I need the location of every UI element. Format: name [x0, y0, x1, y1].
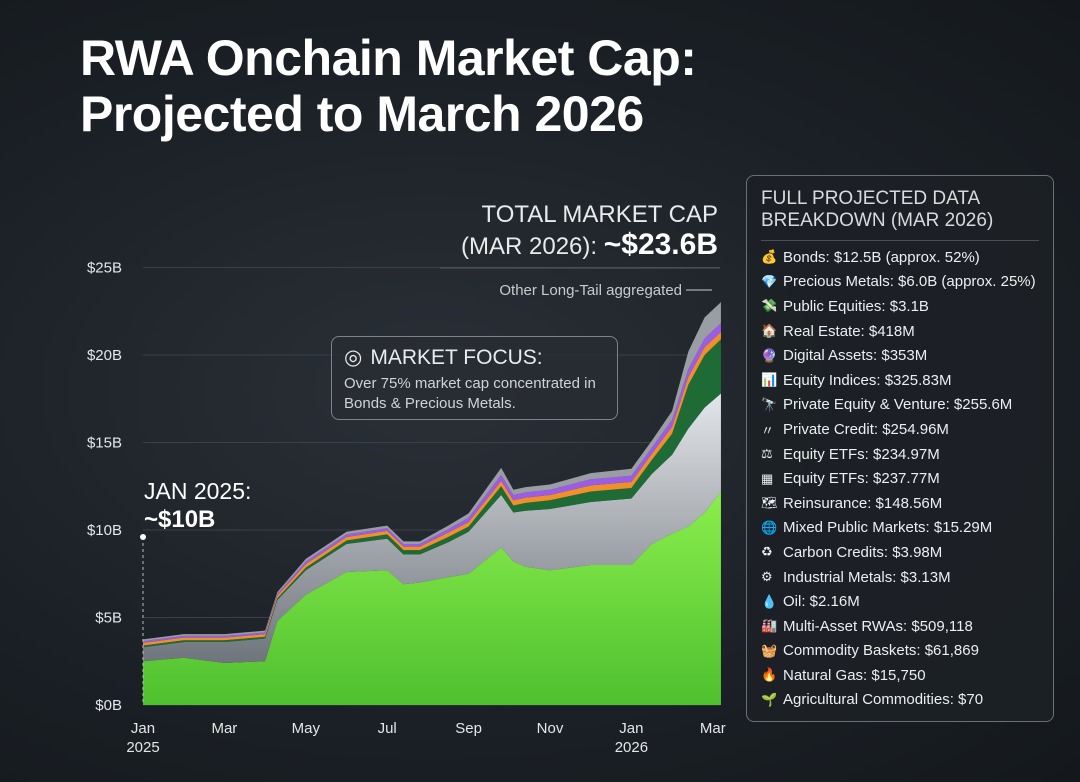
y-tick-label: $15B: [87, 435, 122, 452]
legend-item-text: Carbon Credits: $3.98M: [783, 543, 943, 561]
legend-item: 📊 Equity Indices: $325.83M: [761, 368, 1039, 393]
category-icon: 💰: [761, 249, 778, 265]
legend-item-text: Bonds: $12.5B (approx. 52%): [783, 248, 980, 266]
jan-2025-annotation: JAN 2025: ~$10B: [144, 478, 252, 533]
legend-item-text: Public Equities: $3.1B: [783, 297, 929, 315]
legend-item-text: Industrial Metals: $3.13M: [783, 568, 951, 586]
other-long-tail-annotation: Other Long-Tail aggregated: [499, 282, 682, 299]
legend-item-text: Private Equity & Venture: $255.6M: [783, 396, 1013, 414]
legend-item-text: Real Estate: $418M: [783, 322, 915, 340]
category-icon: 🗺: [761, 495, 778, 511]
legend-item: 💸 Public Equities: $3.1B: [761, 294, 1039, 319]
data-breakdown-panel: FULL PROJECTED DATA BREAKDOWN (MAR 2026)…: [746, 175, 1054, 722]
legend-item-text: Commodity Baskets: $61,869: [783, 642, 979, 660]
legend-item: 🔥 Natural Gas: $15,750: [761, 663, 1039, 688]
legend-item: ▦ Equity ETFs: $237.77M: [761, 466, 1039, 491]
category-icon: 📊: [761, 372, 778, 388]
legend-item-text: Equity ETFs: $237.77M: [783, 470, 940, 488]
legend-item: 🔮 Digital Assets: $353M: [761, 343, 1039, 368]
category-icon: 🌱: [761, 691, 778, 707]
category-icon: ♻: [761, 544, 773, 560]
category-icon: ⚖: [761, 446, 773, 462]
page-title: RWA Onchain Market Cap: Projected to Mar…: [80, 30, 697, 142]
legend-item-text: Private Credit: $254.96M: [783, 420, 949, 438]
x-tick-label: Nov: [537, 720, 564, 737]
category-icon: ⚙: [761, 569, 773, 585]
legend-item: 🧺 Commodity Baskets: $61,869: [761, 639, 1039, 664]
legend-item: 🏠 Real Estate: $418M: [761, 319, 1039, 344]
legend-item-text: Equity Indices: $325.83M: [783, 371, 952, 389]
legend-item: 〃 Private Credit: $254.96M: [761, 417, 1039, 442]
x-tick-label: Sep: [455, 720, 482, 737]
y-tick-label: $10B: [87, 522, 122, 539]
total-market-cap-callout: TOTAL MARKET CAP (MAR 2026): ~$23.6B: [461, 201, 718, 261]
category-icon: 🌐: [761, 519, 778, 535]
category-icon: 🔥: [761, 667, 778, 683]
x-tick-year: 2025: [126, 739, 159, 756]
y-tick-label: $20B: [87, 347, 122, 364]
area-precious-metals: [143, 393, 721, 663]
category-icon: 🏠: [761, 323, 778, 339]
x-tick-label: Mar: [700, 720, 726, 737]
legend-item-text: Reinsurance: $148.56M: [783, 494, 943, 512]
area-public-equities: [143, 339, 721, 648]
legend-item-text: Equity ETFs: $234.97M: [783, 445, 940, 463]
legend-item: ⚙ Industrial Metals: $3.13M: [761, 565, 1039, 590]
legend-item: 🗺 Reinsurance: $148.56M: [761, 491, 1039, 516]
legend-item: 💎 Precious Metals: $6.0B (approx. 25%): [761, 270, 1039, 295]
legend-item-text: Digital Assets: $353M: [783, 347, 928, 365]
y-tick-label: $5B: [95, 610, 122, 627]
category-icon: 🏭: [761, 618, 778, 634]
legend-item: 💧 Oil: $2.16M: [761, 589, 1039, 614]
breakdown-title: FULL PROJECTED DATA BREAKDOWN (MAR 2026): [761, 188, 1039, 241]
legend-item: 🏭 Multi-Asset RWAs: $509,118: [761, 614, 1039, 639]
y-tick-label: $25B: [87, 260, 122, 277]
category-icon: 🔮: [761, 347, 778, 363]
market-focus-box: ◎ MARKET FOCUS: Over 75% market cap conce…: [331, 336, 618, 420]
target-icon: ◎: [344, 346, 363, 369]
legend-item-text: Precious Metals: $6.0B (approx. 25%): [783, 273, 1036, 291]
legend-item: ⚖ Equity ETFs: $234.97M: [761, 442, 1039, 467]
legend-item: 🌱 Agricultural Commodities: $70: [761, 688, 1039, 713]
category-icon: 💎: [761, 273, 778, 289]
legend-item: 🌐 Mixed Public Markets: $15.29M: [761, 516, 1039, 541]
legend-item: 💰 Bonds: $12.5B (approx. 52%): [761, 245, 1039, 270]
x-tick-year: 2026: [615, 739, 648, 756]
legend-item-text: Mixed Public Markets: $15.29M: [783, 519, 993, 537]
x-tick-label: Jul: [378, 720, 397, 737]
legend-item: 🔭 Private Equity & Venture: $255.6M: [761, 393, 1039, 418]
area-other-long-tail: [143, 302, 721, 642]
area-bonds: [143, 491, 721, 705]
category-icon: ▦: [761, 470, 774, 486]
area-digital-assets: [143, 323, 721, 643]
category-icon: 🧺: [761, 642, 778, 658]
stacked-area-chart: $0B $5B $10B $15B $20B $25B Jan 2025 Mar May Jul Se…: [87, 260, 726, 757]
x-tick-label: Mar: [211, 720, 237, 737]
legend-item-text: Multi-Asset RWAs: $509,118: [783, 617, 973, 635]
category-icon: 💸: [761, 298, 778, 314]
category-icon: 🔭: [761, 396, 778, 412]
y-tick-label: $0B: [95, 697, 122, 714]
category-icon: 〃: [761, 422, 775, 438]
legend-item-text: Oil: $2.16M: [783, 593, 860, 611]
x-tick-label: Jan: [131, 720, 155, 737]
jan-marker-dot: [140, 534, 146, 540]
legend-item-text: Natural Gas: $15,750: [783, 666, 926, 684]
x-tick-label: May: [292, 720, 321, 737]
area-real-estate: [143, 331, 721, 646]
legend-item: ♻ Carbon Credits: $3.98M: [761, 540, 1039, 565]
legend-item-text: Agricultural Commodities: $70: [783, 691, 984, 709]
category-icon: 💧: [761, 593, 778, 609]
x-tick-label: Jan: [619, 720, 643, 737]
